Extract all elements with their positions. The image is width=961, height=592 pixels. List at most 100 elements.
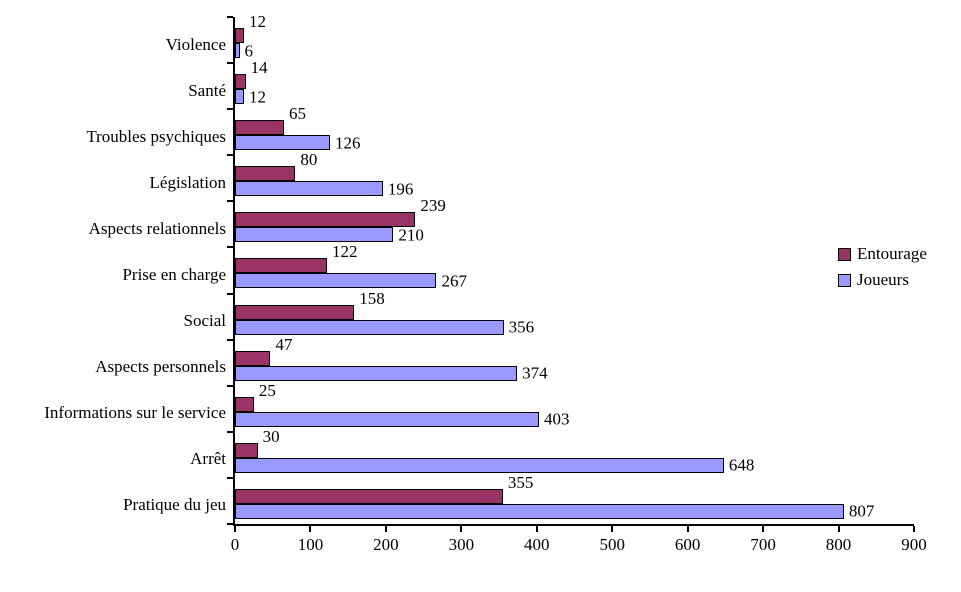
y-tick: [227, 108, 233, 111]
x-tick-label: 100: [297, 535, 324, 554]
x-tick-label: 400: [524, 535, 550, 554]
bar-joueurs: 807: [235, 503, 874, 520]
bar-joueurs: 126: [235, 134, 361, 151]
value-label: 25: [258, 380, 276, 400]
value-label: 355: [507, 472, 534, 492]
category-band: 355 807: [235, 474, 914, 524]
bar-entourage: 355: [235, 474, 533, 504]
bar-entourage: 80: [235, 151, 317, 182]
value-label: 807: [848, 501, 875, 521]
x-tick-label: 500: [599, 535, 625, 554]
y-tick: [227, 246, 233, 249]
bar-entourage: 65: [235, 105, 306, 136]
value-label: 403: [544, 409, 570, 429]
category-label: Informations sur le service: [44, 403, 226, 423]
bar-joueurs: 6: [235, 42, 253, 59]
category-labels: Violence Santé Troubles psychiques Législat…: [0, 17, 226, 524]
value-label: 158: [359, 288, 385, 308]
bar-joueurs: 12: [235, 88, 266, 105]
x-tick-label: 900: [901, 535, 927, 554]
value-label: 12: [249, 12, 267, 31]
y-tick: [227, 154, 233, 157]
category-band: 30 648: [235, 428, 914, 478]
value-label: 14: [250, 58, 268, 78]
category-band: 122 267: [235, 243, 914, 293]
bar-entourage: 14: [235, 59, 268, 90]
bar-entourage: 239: [235, 197, 446, 228]
x-tick: [460, 526, 463, 532]
category-label: Arrêt: [190, 449, 226, 469]
value-label: 6: [244, 41, 254, 60]
legend-item: Joueurs: [838, 267, 927, 293]
x-tick-label: 800: [825, 535, 852, 554]
y-tick: [227, 200, 233, 203]
value-label: 65: [289, 104, 307, 124]
bar-entourage: 122: [235, 243, 358, 274]
value-label: 30: [262, 426, 280, 446]
y-tick: [227, 292, 233, 295]
value-label: 122: [332, 242, 358, 262]
y-tick: [227, 523, 233, 525]
category-band: 25 403: [235, 382, 914, 432]
legend-item: Entourage: [838, 241, 927, 267]
category-label: Aspects relationnels: [88, 218, 226, 238]
value-label: 126: [335, 133, 361, 153]
value-label: 648: [728, 455, 755, 475]
bar-joueurs: 267: [235, 272, 467, 289]
category-band: 12 6: [235, 13, 914, 63]
bar-entourage: 47: [235, 336, 292, 366]
y-tick: [227, 16, 233, 18]
bar-joueurs: 356: [235, 319, 534, 336]
category-label: Troubles psychiques: [86, 126, 226, 146]
value-label: 239: [420, 196, 446, 216]
y-tick: [227, 338, 233, 341]
value-label: 267: [441, 271, 467, 291]
x-tick: [611, 526, 614, 532]
legend: Entourage Joueurs: [838, 241, 927, 293]
value-label: 80: [300, 150, 318, 170]
value-label: 374: [522, 363, 548, 383]
x-tick: [309, 526, 312, 532]
value-label: 210: [398, 225, 424, 245]
bar-joueurs: 403: [235, 411, 570, 428]
bar-entourage: 158: [235, 290, 385, 320]
y-tick: [227, 384, 233, 387]
x-tick-label: 700: [750, 535, 776, 554]
category-band: 80 196: [235, 151, 914, 201]
x-tick-label: 200: [373, 535, 399, 554]
value-label: 196: [387, 179, 414, 199]
value-label: 47: [275, 334, 293, 354]
y-tick: [227, 476, 233, 479]
category-band: 158 356: [235, 290, 914, 340]
x-tick: [535, 526, 538, 532]
category-label: Aspects personnels: [95, 357, 226, 377]
y-tick: [227, 62, 233, 65]
category-band: 47 374: [235, 336, 914, 386]
category-band: 239 210: [235, 197, 914, 247]
category-label: Prise en charge: [122, 265, 226, 285]
bar-joueurs: 210: [235, 226, 424, 243]
x-tick-label: 0: [230, 535, 240, 554]
category-label: Législation: [149, 172, 226, 192]
category-label: Santé: [188, 80, 226, 100]
x-tick: [234, 526, 236, 532]
legend-label: Entourage: [857, 244, 927, 263]
value-label: 12: [249, 87, 267, 107]
bar-entourage: 30: [235, 428, 280, 458]
value-label: 356: [508, 317, 535, 337]
category-band: 65 126: [235, 105, 914, 155]
x-tick: [384, 526, 387, 532]
x-tick-label: 600: [674, 535, 701, 554]
category-label: Violence: [165, 34, 226, 54]
bar-joueurs: 196: [235, 180, 413, 197]
bar-entourage: 12: [235, 13, 266, 43]
x-tick-label: 300: [448, 535, 475, 554]
legend-swatch-joueurs: [838, 273, 851, 287]
category-label: Pratique du jeu: [123, 495, 226, 515]
x-tick: [762, 526, 765, 532]
bar-entourage: 25: [235, 382, 276, 412]
x-tick: [686, 526, 689, 532]
bar-joueurs: 648: [235, 457, 754, 474]
bars-container: 12 6 14 12 65 126 80 196 239 210 122 267 158 356 47 374…: [235, 13, 914, 524]
y-tick: [227, 430, 233, 433]
